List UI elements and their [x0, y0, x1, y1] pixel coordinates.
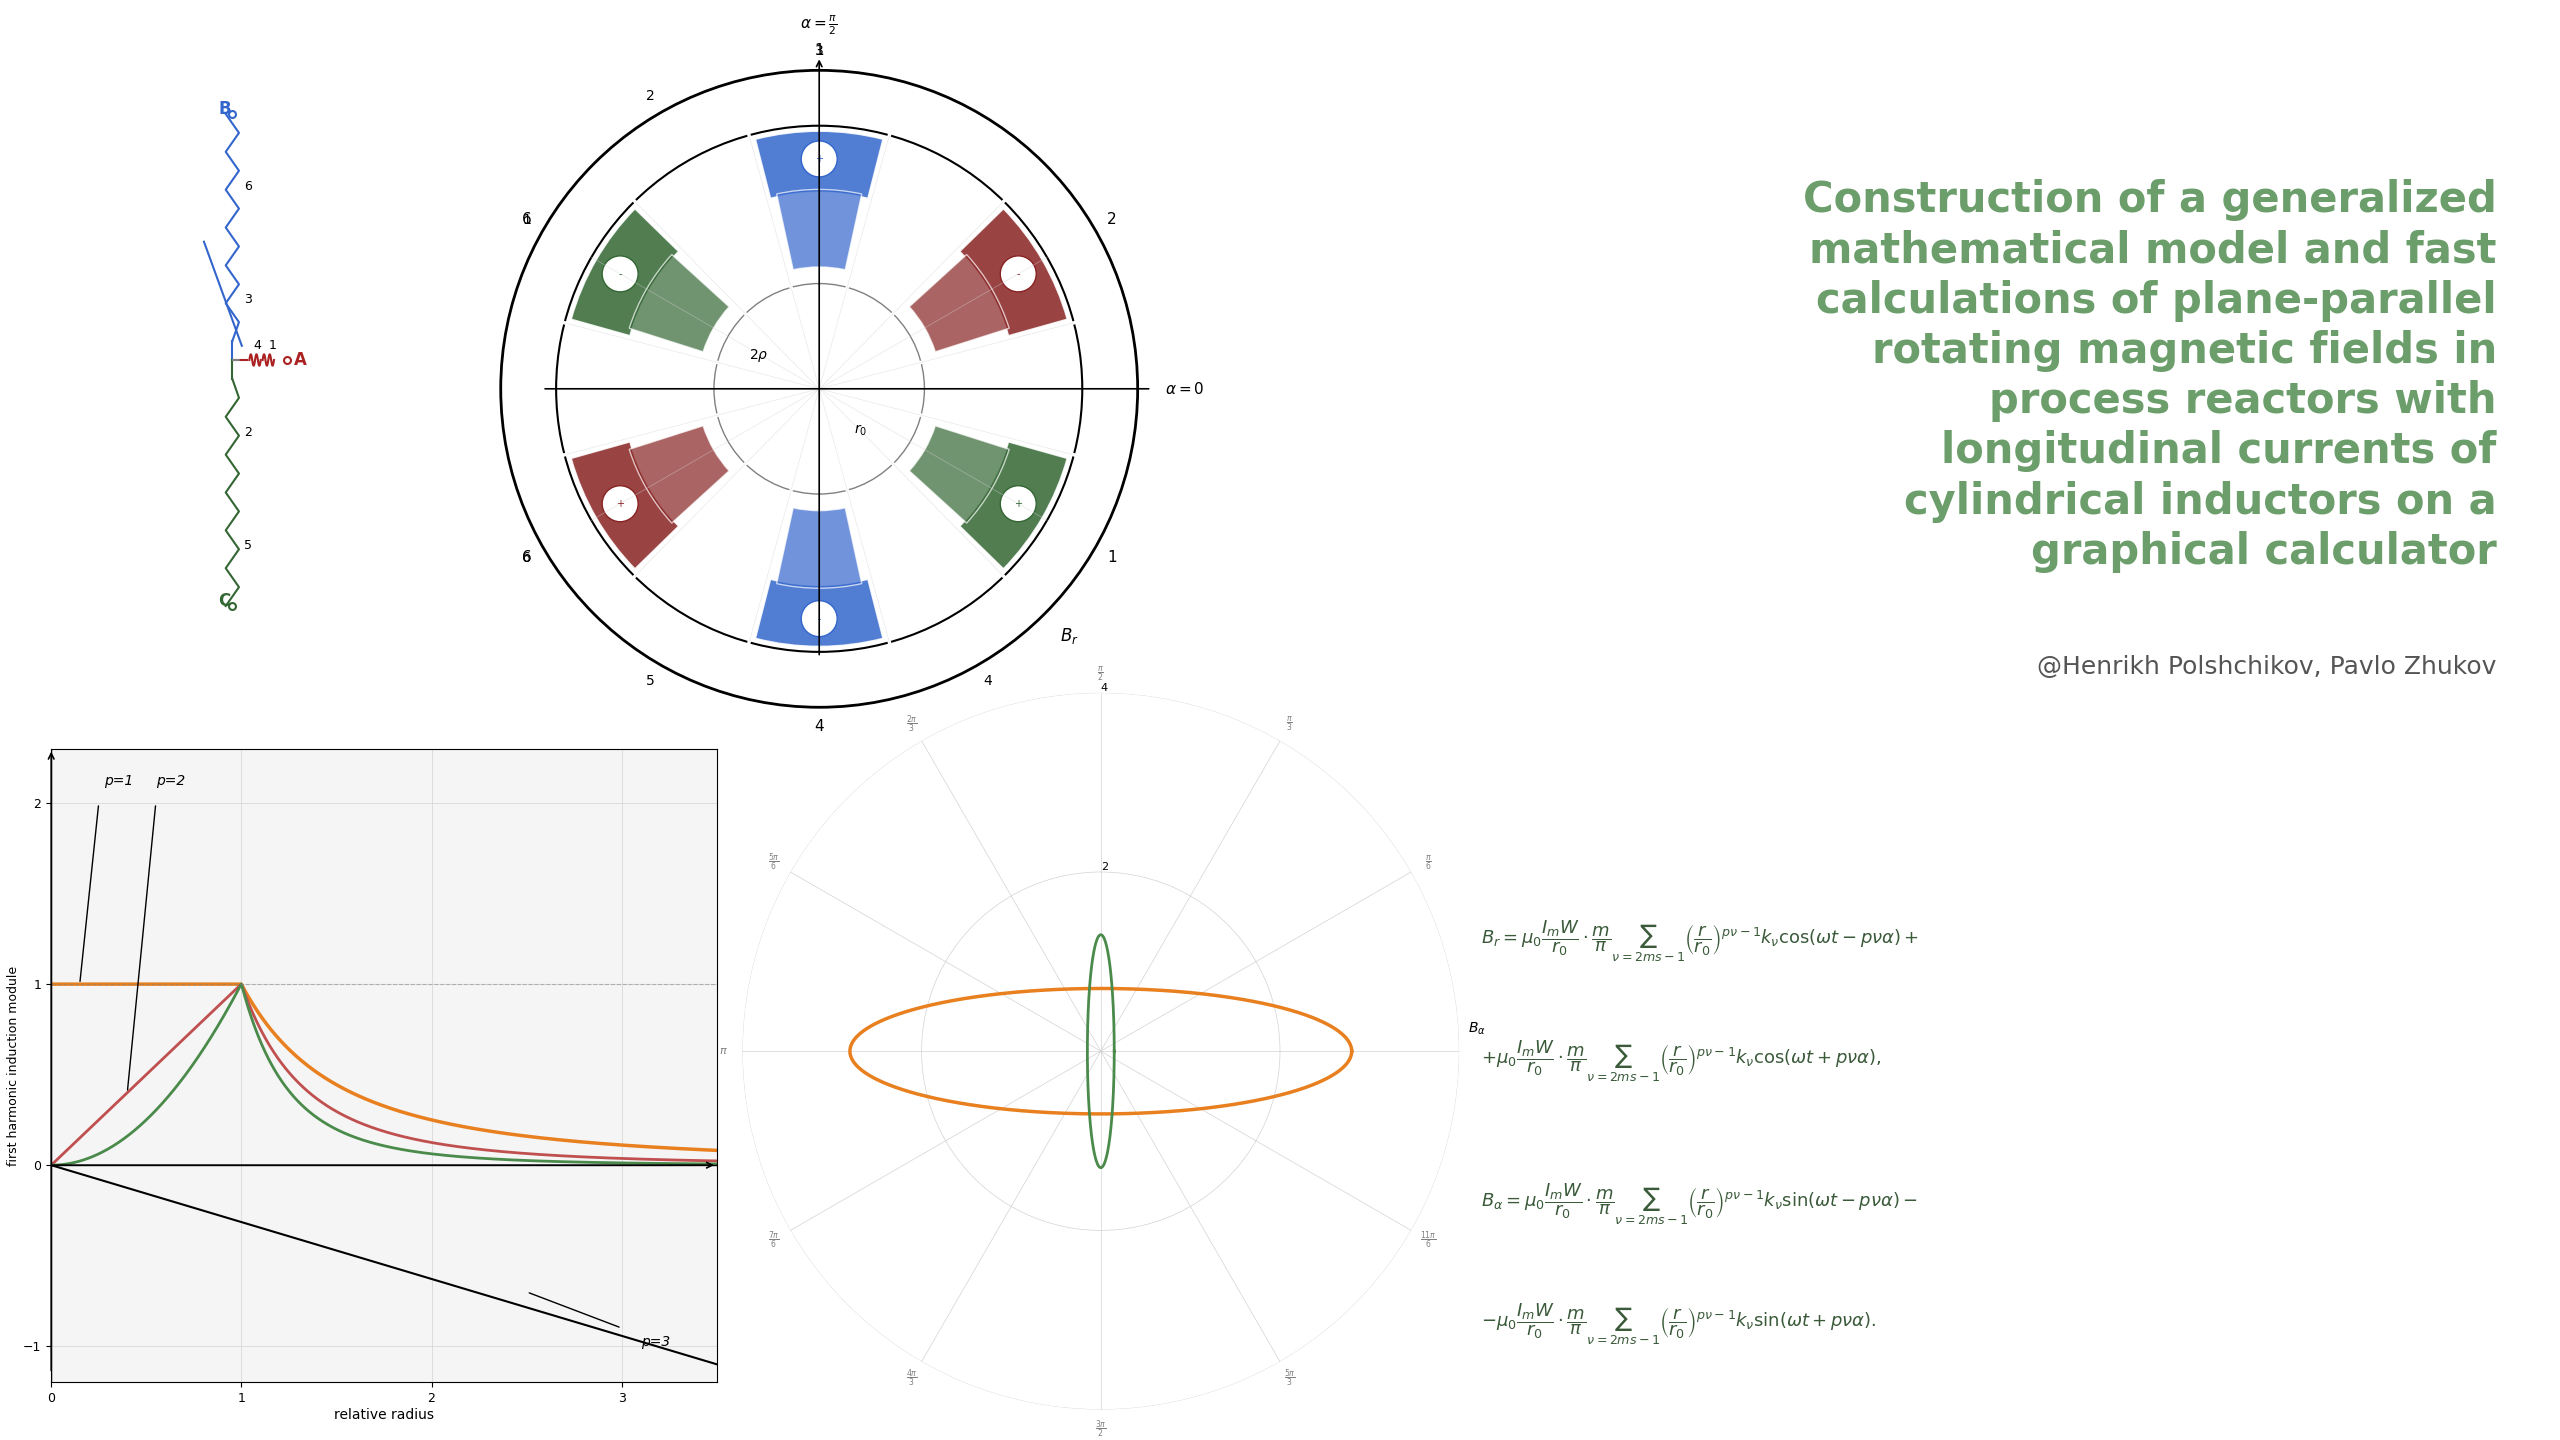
Text: 2: 2 [243, 426, 251, 439]
Text: 1: 1 [269, 338, 276, 351]
Text: 3: 3 [814, 45, 824, 58]
Text: $r_0$: $r_0$ [855, 422, 868, 438]
Wedge shape [571, 442, 678, 569]
Text: p=2: p=2 [156, 775, 184, 788]
Text: -: - [1016, 269, 1019, 279]
Text: @Henrikh Polshchikov, Pavlo Zhukov: @Henrikh Polshchikov, Pavlo Zhukov [2038, 655, 2496, 680]
Text: $B_r$: $B_r$ [1060, 626, 1078, 647]
Text: 6: 6 [522, 212, 532, 228]
Text: 4: 4 [983, 674, 993, 688]
Text: $+ \mu_0 \dfrac{I_m W}{r_0} \cdot \dfrac{m}{\pi} \sum_{\nu=2ms-1} \left(\dfrac{r: $+ \mu_0 \dfrac{I_m W}{r_0} \cdot \dfrac… [1480, 1040, 1882, 1084]
Wedge shape [960, 209, 1068, 336]
Text: C: C [218, 592, 230, 611]
Text: $2\rho$: $2\rho$ [748, 347, 768, 364]
Text: 4: 4 [253, 338, 261, 351]
Text: 5: 5 [243, 539, 251, 553]
Circle shape [602, 485, 637, 521]
Wedge shape [571, 209, 678, 336]
Text: 4: 4 [814, 719, 824, 734]
Text: +: + [1014, 498, 1021, 508]
Text: +: + [814, 154, 824, 164]
Wedge shape [755, 579, 883, 647]
Wedge shape [630, 255, 730, 351]
Wedge shape [755, 131, 883, 199]
Circle shape [1001, 485, 1037, 521]
Wedge shape [776, 190, 863, 269]
Text: 2: 2 [645, 89, 655, 104]
Text: 2: 2 [1106, 212, 1116, 228]
Text: Construction of a generalized
mathematical model and fast
calculations of plane-: Construction of a generalized mathematic… [1802, 179, 2496, 573]
Text: A: A [294, 351, 307, 369]
Text: p=3: p=3 [640, 1335, 671, 1349]
Wedge shape [630, 426, 730, 523]
Text: 6: 6 [243, 180, 251, 193]
X-axis label: relative radius: relative radius [333, 1408, 435, 1421]
Text: $B_\alpha = \mu_0 \dfrac{I_m W}{r_0} \cdot \dfrac{m}{\pi} \sum_{\nu=2ms-1} \left: $B_\alpha = \mu_0 \dfrac{I_m W}{r_0} \cd… [1480, 1181, 1917, 1227]
Text: -: - [817, 613, 822, 624]
Text: $- \mu_0 \dfrac{I_m W}{r_0} \cdot \dfrac{m}{\pi} \sum_{\nu=2ms-1} \left(\dfrac{r: $- \mu_0 \dfrac{I_m W}{r_0} \cdot \dfrac… [1480, 1302, 1876, 1346]
Circle shape [602, 256, 637, 292]
Text: p=1: p=1 [105, 775, 133, 788]
Text: 1: 1 [814, 43, 824, 59]
Text: 3: 3 [243, 294, 251, 307]
Wedge shape [909, 426, 1009, 523]
Text: $\alpha = \frac{\pi}{2}$: $\alpha = \frac{\pi}{2}$ [801, 13, 837, 37]
Text: 6: 6 [522, 550, 532, 566]
Wedge shape [909, 255, 1009, 351]
Text: 6: 6 [522, 550, 530, 564]
Circle shape [801, 141, 837, 177]
Circle shape [1001, 256, 1037, 292]
Circle shape [801, 600, 837, 636]
Text: 1: 1 [1106, 550, 1116, 566]
Y-axis label: first harmonic induction module: first harmonic induction module [8, 966, 20, 1165]
Text: +: + [617, 498, 625, 508]
Text: $\alpha = 0$: $\alpha = 0$ [1165, 380, 1206, 397]
Wedge shape [960, 442, 1068, 569]
Text: 1: 1 [522, 213, 530, 228]
Text: B: B [218, 99, 230, 118]
Text: -: - [620, 269, 622, 279]
Wedge shape [776, 508, 863, 588]
Text: $B_r = \mu_0 \dfrac{I_m W}{r_0} \cdot \dfrac{m}{\pi} \sum_{\nu=2ms-1} \left(\dfr: $B_r = \mu_0 \dfrac{I_m W}{r_0} \cdot \d… [1480, 919, 1920, 963]
Text: $B_\alpha$: $B_\alpha$ [1467, 1021, 1485, 1037]
Text: 5: 5 [645, 674, 655, 688]
